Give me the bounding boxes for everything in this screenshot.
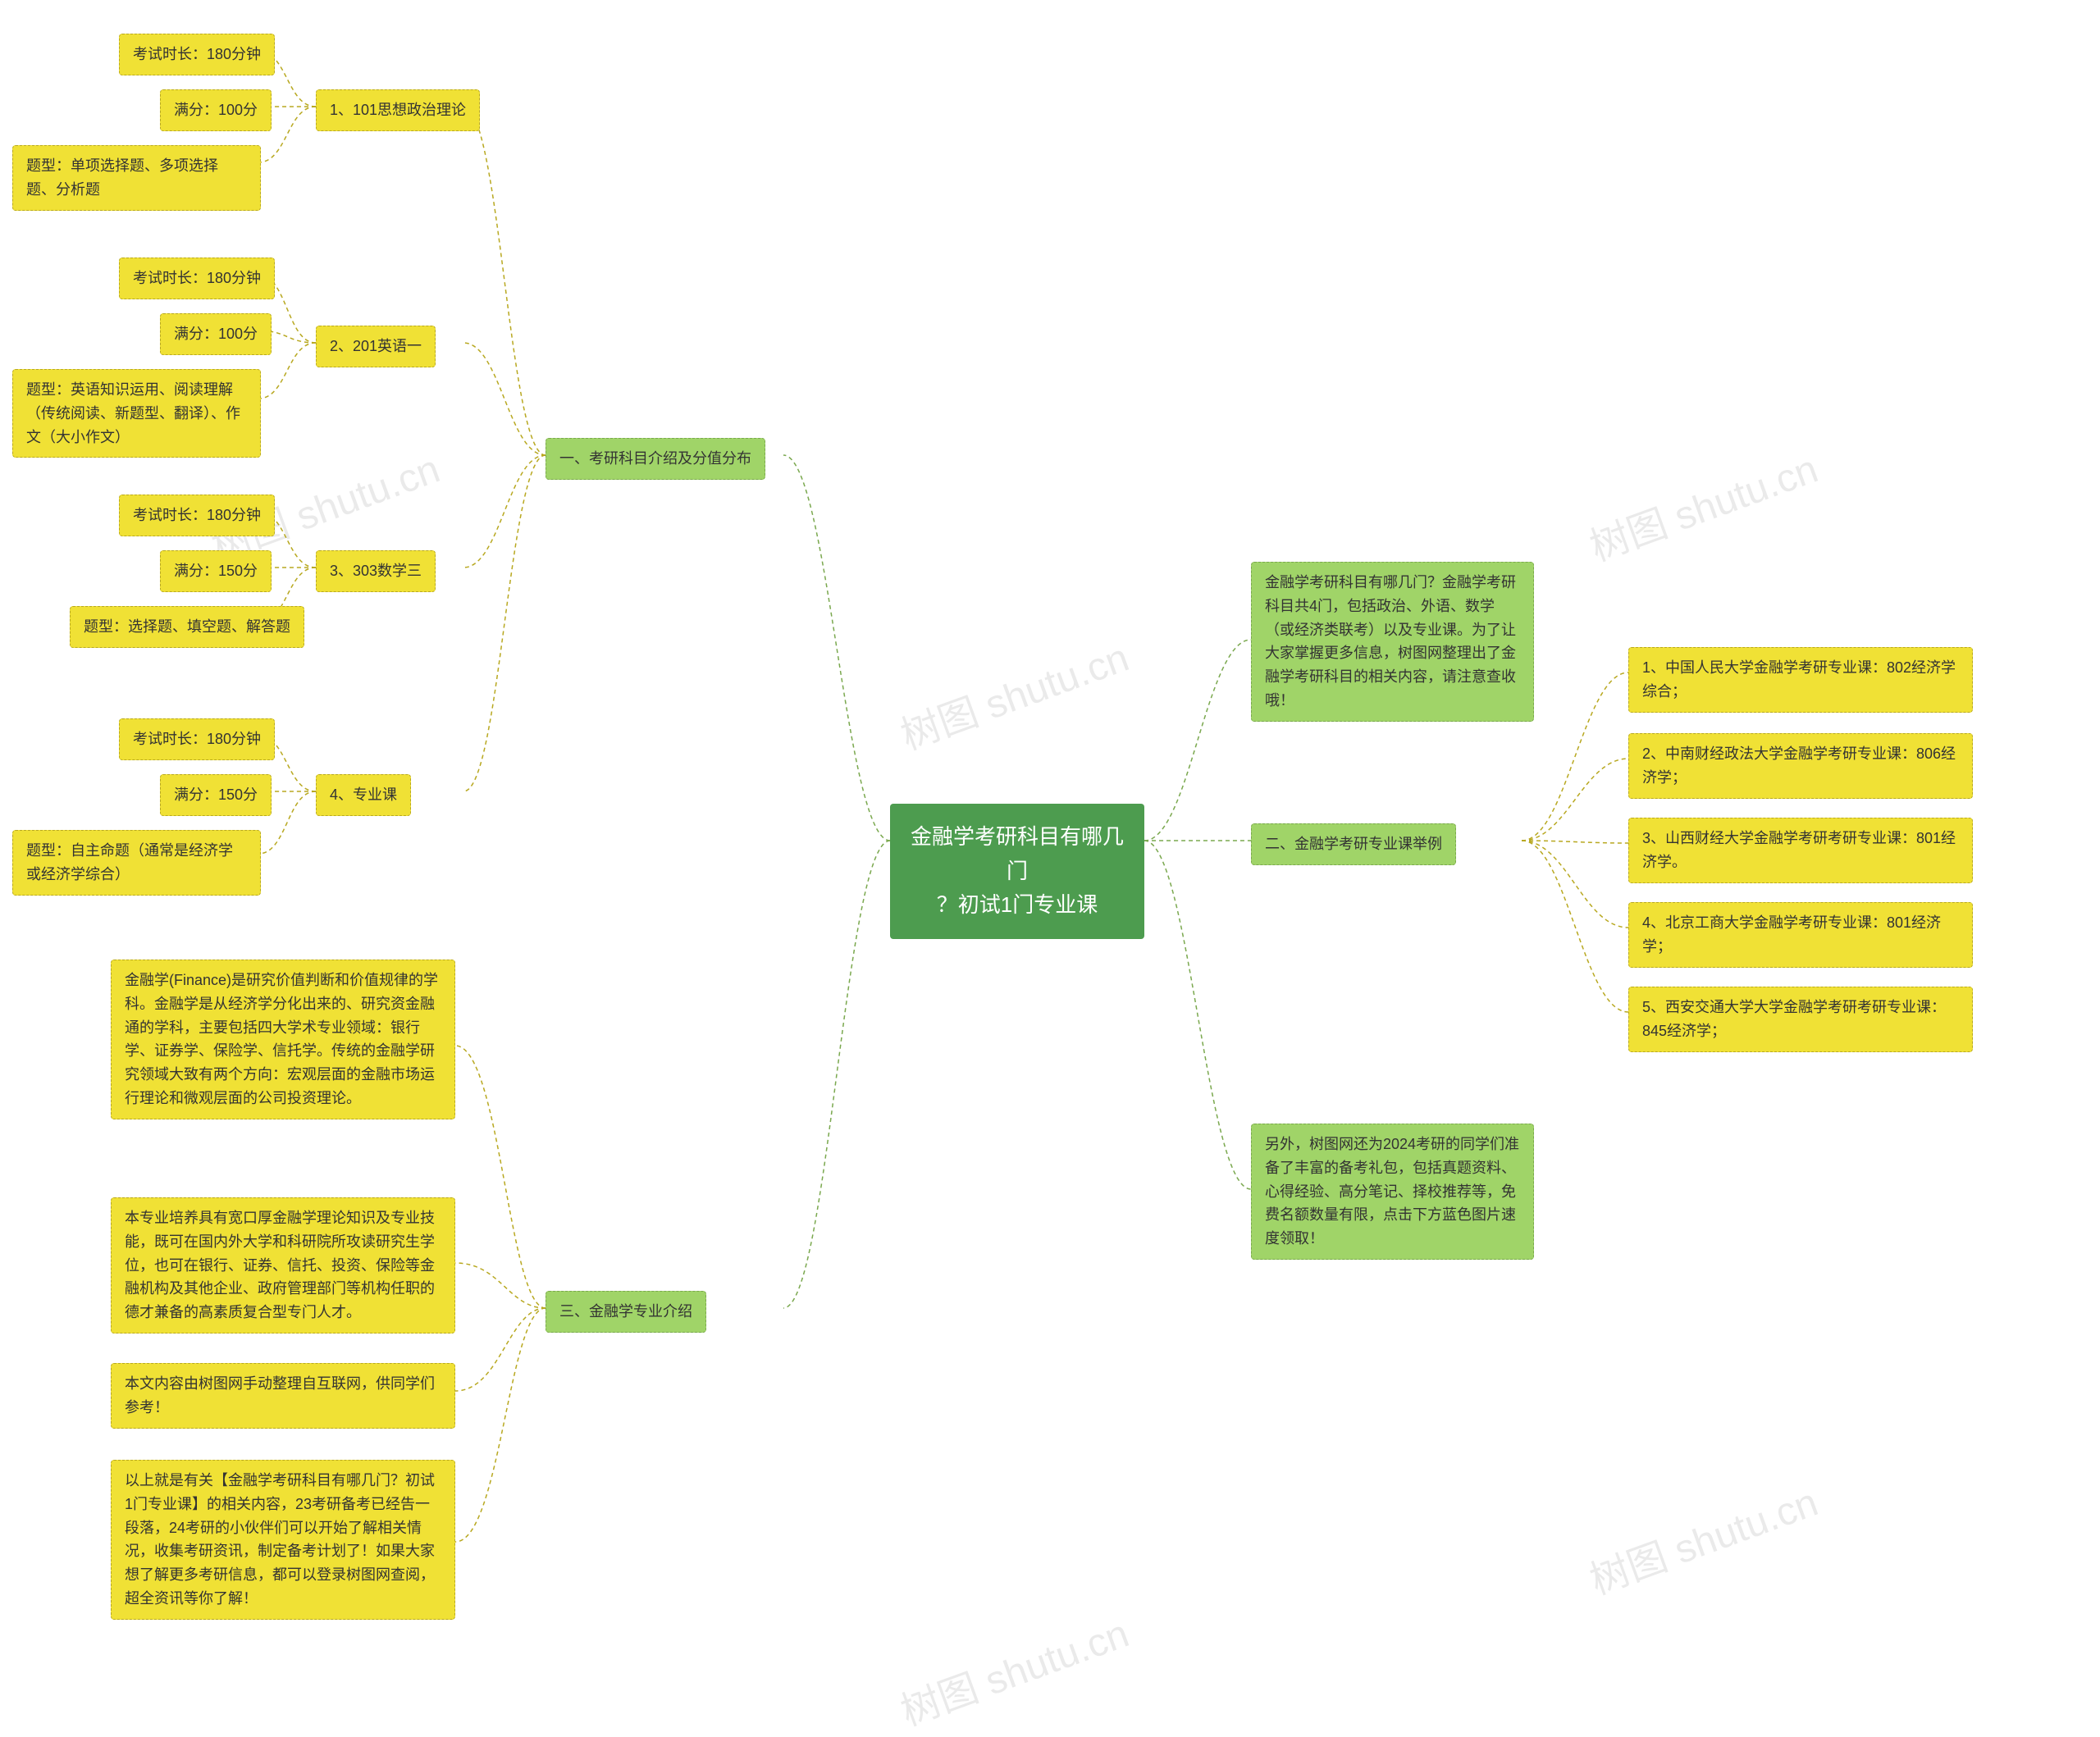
- subject-score: 满分：150分: [160, 774, 272, 816]
- watermark: 树图 shutu.cn: [1581, 436, 1824, 572]
- subject-title: 2、201英语一: [316, 326, 436, 367]
- example-item: 2、中南财经政法大学金融学考研专业课：806经济学；: [1628, 733, 1973, 799]
- root-title-line2: ？初试1门专业课: [910, 888, 1125, 923]
- subject-duration: 考试时长：180分钟: [119, 718, 275, 760]
- subject-types: 题型：英语知识运用、阅读理解（传统阅读、新题型、翻译）、作文（大小作文）: [12, 369, 261, 458]
- subject-duration: 考试时长：180分钟: [119, 258, 275, 299]
- watermark: 树图 shutu.cn: [892, 1601, 1135, 1736]
- section1-title: 一、考研科目介绍及分值分布: [546, 438, 765, 480]
- subject-title: 3、303数学三: [316, 550, 436, 592]
- section3-para: 以上就是有关【金融学考研科目有哪几门？初试1门专业课】的相关内容，23考研备考已…: [111, 1460, 455, 1620]
- subject-types: 题型：单项选择题、多项选择题、分析题: [12, 145, 261, 211]
- watermark: 树图 shutu.cn: [1581, 1470, 1824, 1605]
- section3-title: 三、金融学专业介绍: [546, 1291, 706, 1333]
- example-item: 4、北京工商大学金融学考研专业课：801经济学；: [1628, 902, 1973, 968]
- section3-para: 金融学(Finance)是研究价值判断和价值规律的学科。金融学是从经济学分化出来…: [111, 960, 455, 1119]
- subject-score: 满分：100分: [160, 313, 272, 355]
- subject-title: 4、专业课: [316, 774, 411, 816]
- intro-node: 金融学考研科目有哪几门？金融学考研科目共4门，包括政治、外语、数学（或经济类联考…: [1251, 562, 1534, 722]
- example-item: 5、西安交通大学大学金融学考研考研专业课：845经济学；: [1628, 987, 1973, 1052]
- watermark: 树图 shutu.cn: [892, 625, 1135, 760]
- subject-score: 满分：100分: [160, 89, 272, 131]
- subject-types: 题型：选择题、填空题、解答题: [70, 606, 304, 648]
- subject-types: 题型：自主命题（通常是经济学或经济学综合）: [12, 830, 261, 896]
- root-node: 金融学考研科目有哪几门 ？初试1门专业课: [890, 804, 1144, 939]
- section3-para: 本文内容由树图网手动整理自互联网，供同学们参考！: [111, 1363, 455, 1429]
- subject-title: 1、101思想政治理论: [316, 89, 480, 131]
- subject-duration: 考试时长：180分钟: [119, 495, 275, 536]
- root-title-line1: 金融学考研科目有哪几门: [910, 820, 1125, 888]
- subject-duration: 考试时长：180分钟: [119, 34, 275, 75]
- example-item: 3、山西财经大学金融学考研考研专业课：801经济学。: [1628, 818, 1973, 883]
- example-item: 1、中国人民大学金融学考研专业课：802经济学综合；: [1628, 647, 1973, 713]
- section2-title: 二、金融学考研专业课举例: [1251, 823, 1456, 865]
- outro-node: 另外，树图网还为2024考研的同学们准备了丰富的备考礼包，包括真题资料、心得经验…: [1251, 1124, 1534, 1260]
- subject-score: 满分：150分: [160, 550, 272, 592]
- section3-para: 本专业培养具有宽口厚金融学理论知识及专业技能，既可在国内外大学和科研院所攻读研究…: [111, 1197, 455, 1334]
